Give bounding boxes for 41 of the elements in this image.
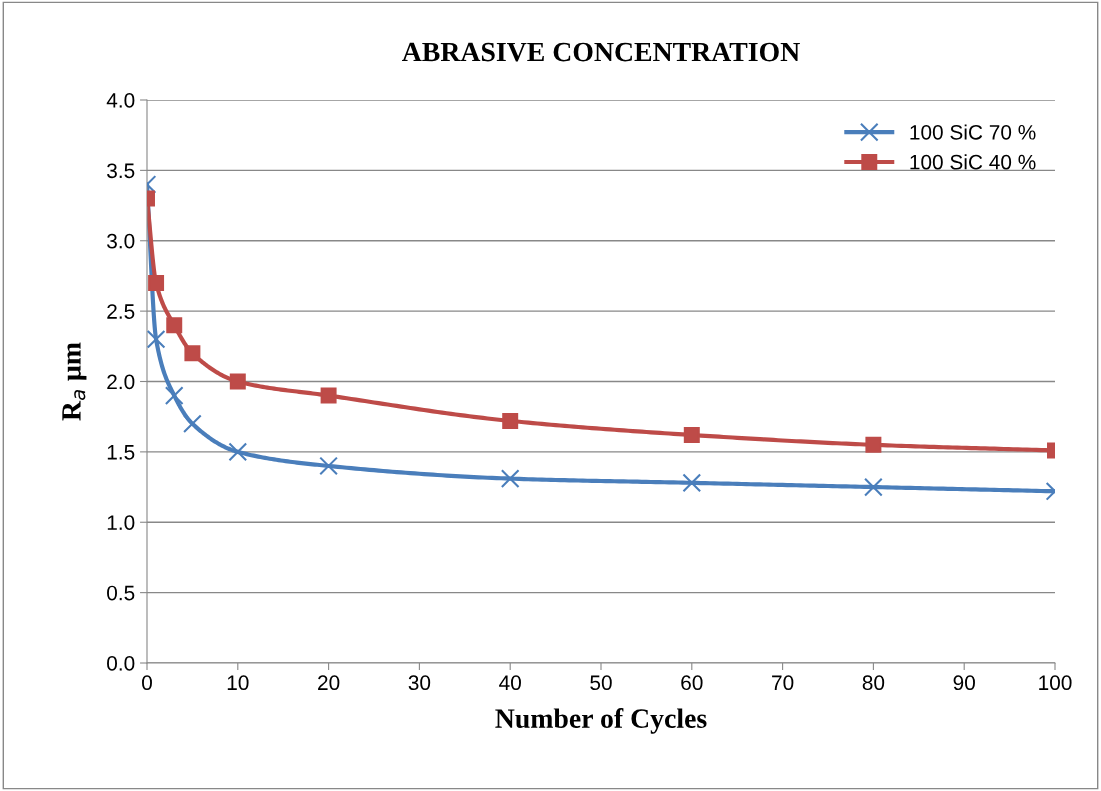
x-axis-title: Number of Cycles bbox=[495, 708, 707, 734]
point bbox=[502, 412, 519, 429]
x-tick-label: 10 bbox=[227, 675, 249, 691]
point bbox=[229, 373, 246, 390]
x-tick-label: 20 bbox=[318, 675, 340, 691]
point bbox=[147, 329, 166, 349]
point bbox=[319, 456, 338, 476]
x-tick-label: 0 bbox=[142, 675, 152, 691]
point bbox=[166, 317, 183, 334]
y-tick-label: 0.0 bbox=[107, 656, 135, 671]
y-tick-label: 2.0 bbox=[107, 374, 135, 390]
x-tick-label: 60 bbox=[681, 675, 703, 691]
y-tick-label: 2.5 bbox=[107, 304, 135, 319]
x-tick-label: 30 bbox=[408, 675, 431, 691]
point bbox=[683, 427, 700, 443]
x-tick-label: 90 bbox=[953, 675, 975, 691]
y-tick-label: 3.5 bbox=[107, 163, 135, 179]
point bbox=[184, 345, 201, 362]
x-tick-label: 70 bbox=[772, 675, 794, 691]
x-tick-label: 80 bbox=[862, 675, 885, 691]
legend-label: 100 SiC 40 % bbox=[910, 154, 1036, 170]
point bbox=[864, 477, 883, 497]
chart-title: ABRASIVE CONCENTRATION bbox=[402, 42, 800, 62]
point bbox=[682, 473, 702, 493]
y-tick-label: 0.5 bbox=[107, 585, 135, 601]
y-axis-title: R$_{a}$ µm bbox=[62, 342, 87, 421]
point bbox=[500, 469, 520, 488]
legend-label: 100 SiC 70 % bbox=[910, 124, 1036, 140]
x-tick-label: 50 bbox=[590, 675, 612, 691]
y-tick-label: 3.0 bbox=[107, 233, 135, 249]
x-tick-label: 40 bbox=[499, 675, 521, 691]
point bbox=[865, 436, 882, 453]
point bbox=[183, 414, 202, 434]
y-tick-label: 1.0 bbox=[107, 515, 135, 530]
point bbox=[320, 387, 337, 404]
y-tick-label: 4.0 bbox=[106, 93, 135, 108]
point bbox=[148, 274, 165, 291]
y-tick-label: 1.5 bbox=[107, 445, 135, 460]
point bbox=[228, 442, 248, 462]
point bbox=[164, 386, 184, 405]
x-tick-label: 100 bbox=[1039, 675, 1072, 691]
